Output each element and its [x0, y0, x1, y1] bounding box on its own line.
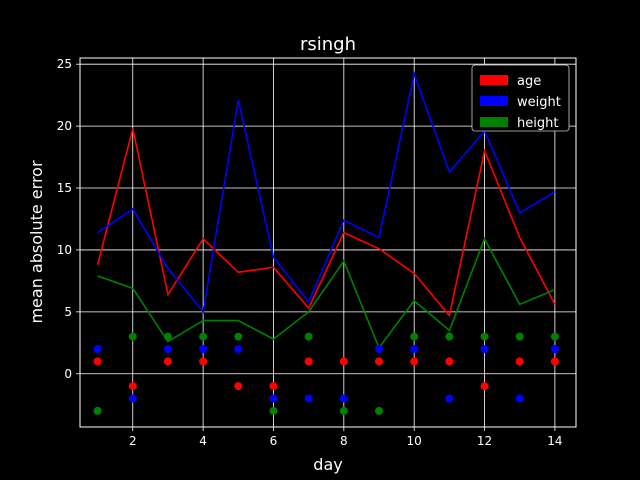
x-axis-label: day	[313, 455, 342, 474]
legend: age weight height	[471, 64, 570, 132]
data-point-height	[375, 406, 384, 415]
data-point-weight	[375, 344, 384, 353]
data-point-height	[480, 332, 489, 341]
y-axis-label: mean absolute error	[27, 160, 46, 323]
x-tick-label: 14	[547, 434, 562, 448]
data-point-weight	[269, 394, 278, 403]
legend-label-height: height	[517, 116, 558, 131]
data-point-height	[304, 332, 313, 341]
data-point-age	[128, 382, 137, 391]
data-point-age	[375, 357, 384, 366]
data-point-age	[445, 357, 454, 366]
series-line-age	[96, 128, 556, 318]
data-point-weight	[550, 344, 559, 353]
data-point-weight	[128, 394, 137, 403]
data-point-weight	[199, 344, 208, 353]
y-tick-label: 15	[57, 181, 72, 195]
legend-label-weight: weight	[517, 95, 561, 110]
data-point-height	[93, 406, 102, 415]
y-tick-label: 25	[57, 57, 72, 71]
y-tick-label: 5	[64, 305, 72, 319]
series-layer	[93, 71, 559, 415]
legend-swatch-weight	[480, 96, 508, 106]
data-point-weight	[304, 394, 313, 403]
y-tick-label: 20	[57, 119, 72, 133]
data-point-height	[199, 332, 208, 341]
data-point-age	[163, 357, 172, 366]
data-point-height	[128, 332, 137, 341]
data-point-height	[339, 406, 348, 415]
data-point-age	[234, 382, 243, 391]
series-line-weight	[97, 71, 556, 314]
legend-label-age: age	[517, 74, 541, 89]
x-tick-label: 2	[129, 434, 137, 448]
axis-ticks: 2 4 6 8 10 12 14 0 5 10 15 20 25	[57, 57, 563, 448]
data-point-age	[269, 382, 278, 391]
x-tick-label: 10	[407, 434, 422, 448]
x-tick-label: 4	[199, 434, 207, 448]
data-point-age	[480, 382, 489, 391]
x-tick-label: 6	[270, 434, 278, 448]
legend-swatch-age	[480, 75, 508, 85]
data-point-weight	[339, 394, 348, 403]
chart-title: rsingh	[300, 34, 356, 55]
data-point-age	[550, 357, 559, 366]
data-point-age	[410, 357, 419, 366]
data-point-height	[410, 332, 419, 341]
data-point-weight	[445, 394, 454, 403]
data-point-height	[515, 332, 524, 341]
series-line-height	[97, 236, 556, 350]
x-tick-label: 12	[477, 434, 492, 448]
plot-frame	[79, 57, 577, 428]
y-tick-label: 0	[64, 367, 72, 381]
y-tick-label: 10	[57, 243, 72, 257]
data-point-height	[550, 332, 559, 341]
data-point-weight	[234, 344, 243, 353]
data-point-age	[93, 357, 102, 366]
data-point-weight	[410, 344, 419, 353]
data-point-weight	[93, 344, 102, 353]
data-point-age	[304, 357, 313, 366]
data-point-age	[515, 357, 524, 366]
legend-swatch-height	[480, 117, 508, 127]
data-point-weight	[163, 344, 172, 353]
data-point-height	[163, 332, 172, 341]
data-point-age	[339, 357, 348, 366]
data-point-height	[234, 332, 243, 341]
data-point-weight	[515, 394, 524, 403]
x-tick-label: 8	[340, 434, 348, 448]
data-point-height	[269, 406, 278, 415]
data-point-weight	[480, 344, 489, 353]
data-point-age	[199, 357, 208, 366]
data-point-height	[445, 332, 454, 341]
